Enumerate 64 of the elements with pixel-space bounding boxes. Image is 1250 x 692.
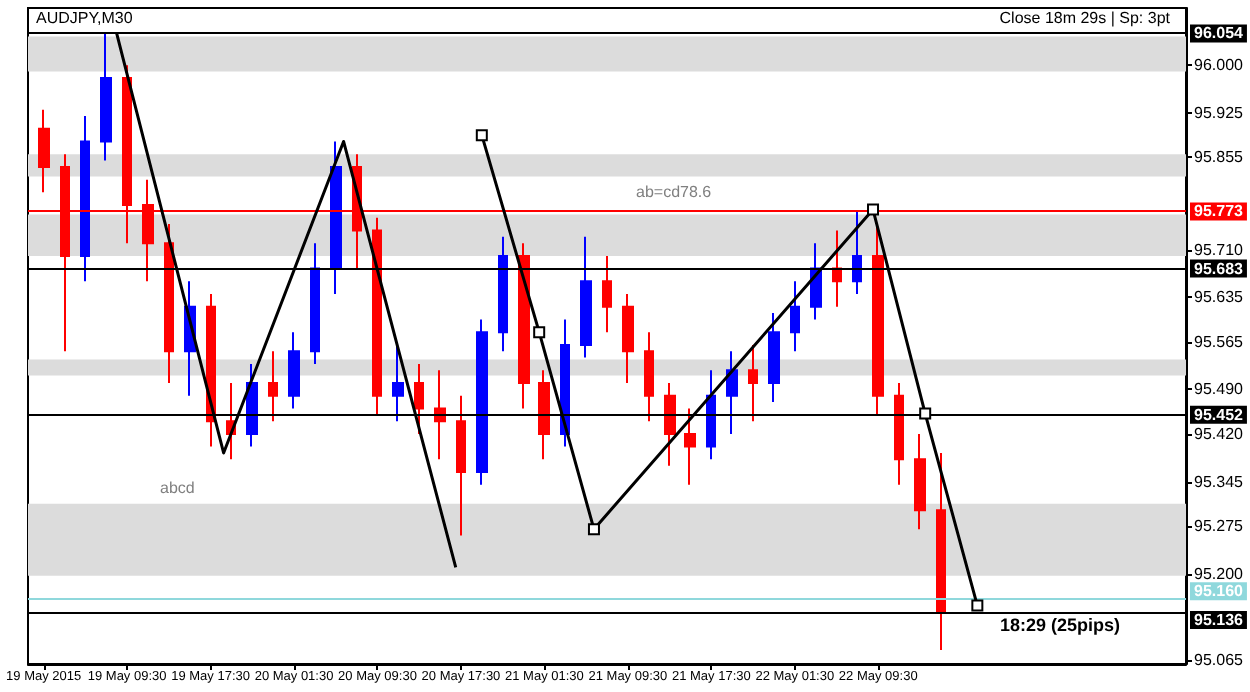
y-tick-label: 95.345 [1194, 472, 1245, 491]
candlestick [164, 223, 174, 385]
annotation: Close 18m 29s | Sp: 3pt [999, 9, 1172, 27]
candlestick [790, 280, 800, 353]
candlestick [894, 382, 904, 486]
candlestick [644, 331, 654, 423]
point [971, 599, 984, 612]
y-tick-label: 95.565 [1194, 332, 1245, 351]
point [475, 129, 488, 142]
point [587, 523, 600, 536]
y-tick-label: 95.275 [1194, 517, 1245, 536]
candlestick [706, 369, 716, 461]
y-tick-label: 95.490 [1194, 380, 1245, 399]
candlestick [936, 451, 946, 652]
candlestick [456, 394, 466, 537]
candlestick [872, 223, 884, 416]
ref-line-label: 95.683 [1194, 259, 1245, 278]
candlestick [748, 343, 758, 423]
y-tick-label: 95.200 [1194, 564, 1245, 583]
candlestick [414, 362, 424, 435]
y-tick-label: 95.635 [1194, 288, 1245, 307]
candlestick [832, 229, 842, 308]
annotation: ab=cd78.6 [636, 183, 713, 201]
candlestick [580, 235, 592, 359]
point [919, 407, 932, 420]
candlestick [498, 235, 508, 353]
candlestick [246, 362, 258, 448]
y-tick-label: 95.710 [1194, 240, 1245, 259]
candlestick [268, 350, 278, 423]
candlestick [288, 331, 300, 410]
y-tick-label: 95.855 [1194, 148, 1245, 167]
candlestick [914, 432, 926, 531]
candlestick [310, 242, 320, 365]
candlestick [392, 343, 404, 423]
ref-line-label: 95.160 [1194, 582, 1245, 601]
ref-line-label: 95.452 [1194, 405, 1245, 424]
candlestick [684, 407, 696, 486]
ref-line-label: 96.054 [1194, 24, 1245, 43]
annotation: 18:29 (25pips) [1000, 615, 1121, 635]
candlestick [476, 318, 488, 486]
candlestick [38, 108, 50, 194]
candlestick [538, 369, 550, 461]
candlestick [434, 369, 446, 461]
candlestick [852, 210, 862, 296]
candlestick [372, 216, 382, 416]
candlestick [622, 293, 634, 385]
y-tick-label: 95.420 [1194, 424, 1245, 443]
y-tick-label: 96.000 [1194, 56, 1245, 75]
ref-line-label: 95.136 [1194, 610, 1245, 629]
candlestick [726, 350, 738, 435]
candlestick [602, 254, 612, 334]
y-tick-label: 95.065 [1194, 650, 1245, 669]
candlestick [330, 140, 342, 296]
candlestick [664, 382, 676, 467]
point [533, 326, 546, 339]
ref-line-label: 95.773 [1194, 202, 1245, 221]
y-tick-label: 95.925 [1194, 103, 1245, 122]
candlestick [768, 312, 780, 404]
annotation: abcd [160, 479, 195, 497]
candlestick [100, 32, 112, 162]
chart-title: AUDJPY,M30 [36, 9, 134, 27]
candlestick [518, 242, 530, 410]
point [867, 203, 880, 216]
candlestick [80, 115, 90, 283]
